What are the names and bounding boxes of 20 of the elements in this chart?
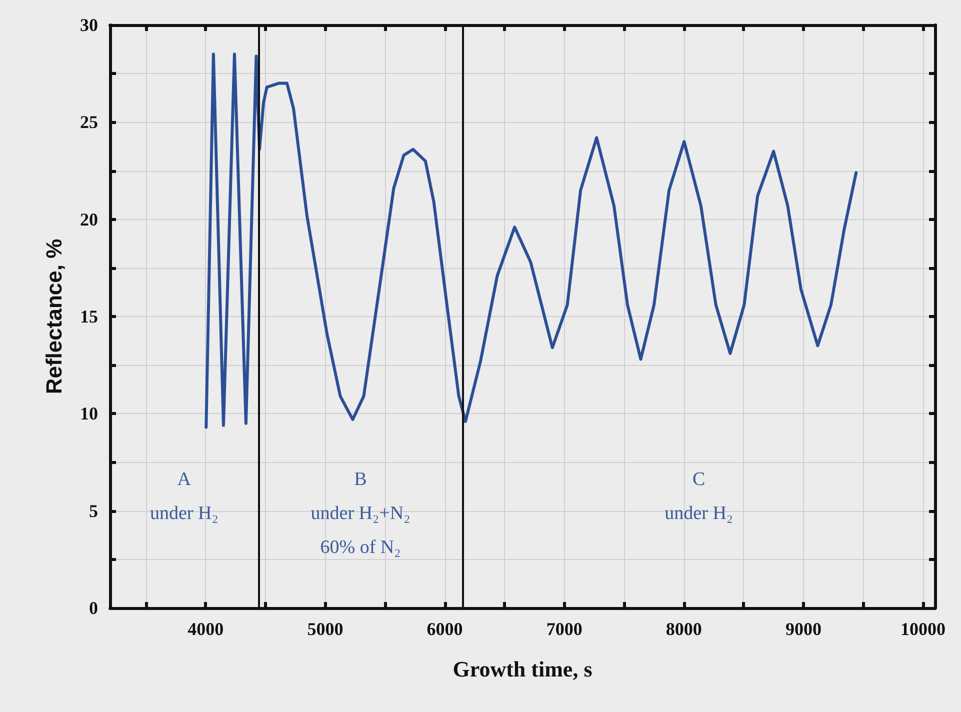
x-tick-label: 8000 [666, 619, 702, 639]
y-tick-label: 10 [80, 404, 98, 424]
x-axis-title: Growth time, s [452, 656, 593, 682]
annotation: C under H₂ [664, 468, 734, 524]
x-tick-label: 6000 [426, 619, 463, 639]
y-tick-label: 25 [80, 112, 98, 132]
line-series [204, 52, 858, 429]
x-tick-label: 4000 [188, 619, 224, 639]
y-tick-label: 15 [80, 306, 98, 326]
x-tick-label: 5000 [307, 619, 344, 639]
annotation: A under H₂ [150, 468, 218, 524]
y-tick-label: 20 [80, 209, 98, 230]
y-tick-label: 30 [80, 15, 98, 35]
y-axis-title: Reflectance, % [42, 238, 66, 394]
y-tick-label: 5 [89, 500, 98, 521]
x-tick-label: 9000 [785, 619, 822, 639]
x-tick-label: 7000 [546, 619, 582, 639]
annotation: B under H₂+N₂ 60% of N₂ [310, 468, 410, 558]
x-tick-label: 10000 [900, 619, 946, 639]
y-tick-label: 0 [89, 598, 98, 618]
